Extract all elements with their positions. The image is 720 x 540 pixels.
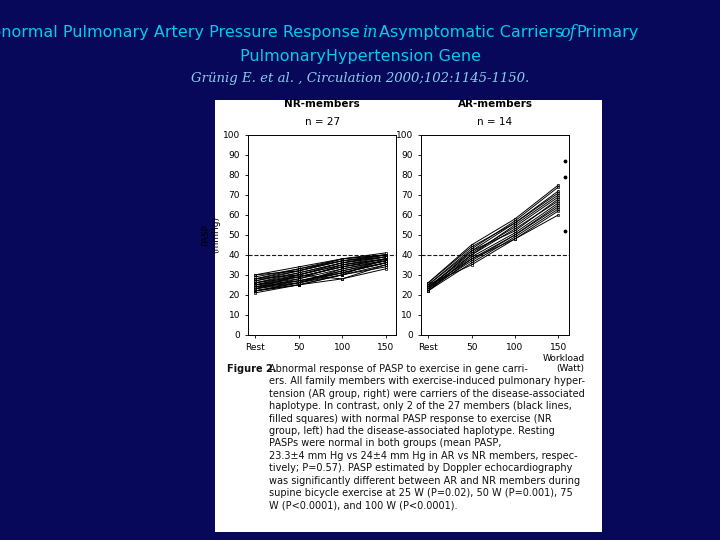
Y-axis label: PASP
(mmHg): PASP (mmHg) bbox=[201, 217, 220, 253]
Text: in: in bbox=[362, 24, 377, 42]
Text: AR-members: AR-members bbox=[457, 99, 533, 109]
Text: Grünig E. et al. , Circulation 2000;102:1145-1150.: Grünig E. et al. , Circulation 2000;102:… bbox=[191, 72, 529, 85]
Text: n = 27: n = 27 bbox=[305, 117, 340, 127]
Text: Abnormal Pulmonary Artery Pressure Response: Abnormal Pulmonary Artery Pressure Respo… bbox=[0, 25, 360, 40]
Text: of: of bbox=[560, 24, 576, 42]
Text: Figure 2.: Figure 2. bbox=[227, 364, 276, 374]
Text: Abnormal response of PASP to exercise in gene carri-
ers. All family members wit: Abnormal response of PASP to exercise in… bbox=[269, 364, 585, 510]
Text: Primary: Primary bbox=[576, 25, 639, 40]
Text: NR-members: NR-members bbox=[284, 99, 360, 109]
Text: PulmonaryHypertension Gene: PulmonaryHypertension Gene bbox=[240, 49, 480, 64]
Text: Asymptomatic Carriers: Asymptomatic Carriers bbox=[379, 25, 564, 40]
Text: Workload
(Watt): Workload (Watt) bbox=[542, 354, 585, 373]
Text: n = 14: n = 14 bbox=[477, 117, 513, 127]
